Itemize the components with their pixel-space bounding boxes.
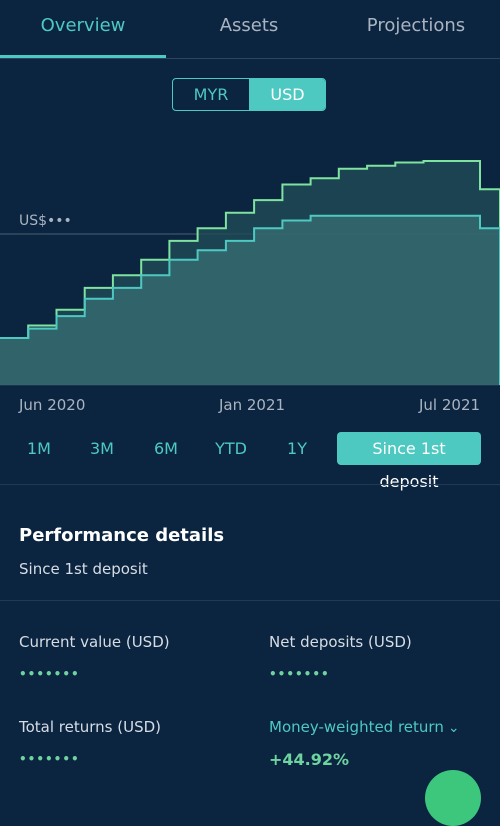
- deposits-line: [0, 214, 500, 385]
- range-1m-button[interactable]: 1M: [27, 439, 51, 458]
- tab-overview[interactable]: Overview: [40, 15, 126, 36]
- deposits-area: [0, 215, 500, 385]
- range-1y-button[interactable]: 1Y: [287, 439, 307, 458]
- tab-assets[interactable]: Assets: [219, 15, 279, 36]
- net-deposits-label: Net deposits (USD): [269, 633, 412, 651]
- range-ytd-button[interactable]: YTD: [215, 439, 247, 458]
- floating-action-button[interactable]: [425, 770, 481, 826]
- currency-usd-button[interactable]: USD: [249, 79, 325, 110]
- range-since-first-deposit-button[interactable]: Since 1st deposit: [337, 432, 481, 491]
- current-value: •••••••: [19, 667, 80, 681]
- x-tick-label: Jan 2021: [219, 396, 286, 414]
- x-tick-label: Jul 2021: [419, 396, 481, 414]
- time-range-selector: 1M 3M 6M YTD 1Y Since 1st deposit: [0, 432, 500, 491]
- performance-subtitle: Since 1st deposit: [19, 560, 148, 578]
- portfolio-chart[interactable]: [0, 140, 500, 390]
- money-weighted-return-dropdown[interactable]: Money-weighted return ⌄: [269, 718, 460, 736]
- x-tick-label: Jun 2020: [19, 396, 86, 414]
- chart-reference-value: US$•••: [19, 213, 72, 229]
- range-6m-button[interactable]: 6M: [154, 439, 178, 458]
- active-tab-indicator: [0, 55, 166, 58]
- chevron-down-icon: ⌄: [447, 720, 460, 736]
- tab-bar: Overview Assets Projections: [0, 0, 500, 59]
- tab-projections[interactable]: Projections: [366, 15, 466, 36]
- total-returns-value: •••••••: [19, 752, 80, 766]
- net-deposits-value: •••••••: [269, 667, 330, 681]
- current-value-label: Current value (USD): [19, 633, 170, 651]
- section-divider: [0, 600, 500, 601]
- currency-toggle: MYR USD: [172, 78, 326, 111]
- portfolio-line: [0, 160, 500, 378]
- total-returns-label: Total returns (USD): [19, 718, 162, 736]
- money-weighted-return-value: +44.92%: [269, 750, 350, 769]
- range-3m-button[interactable]: 3M: [90, 439, 114, 458]
- mwr-label-text: Money-weighted return: [269, 718, 444, 736]
- currency-myr-button[interactable]: MYR: [193, 85, 229, 104]
- performance-title: Performance details: [19, 525, 225, 546]
- section-divider: [0, 484, 500, 485]
